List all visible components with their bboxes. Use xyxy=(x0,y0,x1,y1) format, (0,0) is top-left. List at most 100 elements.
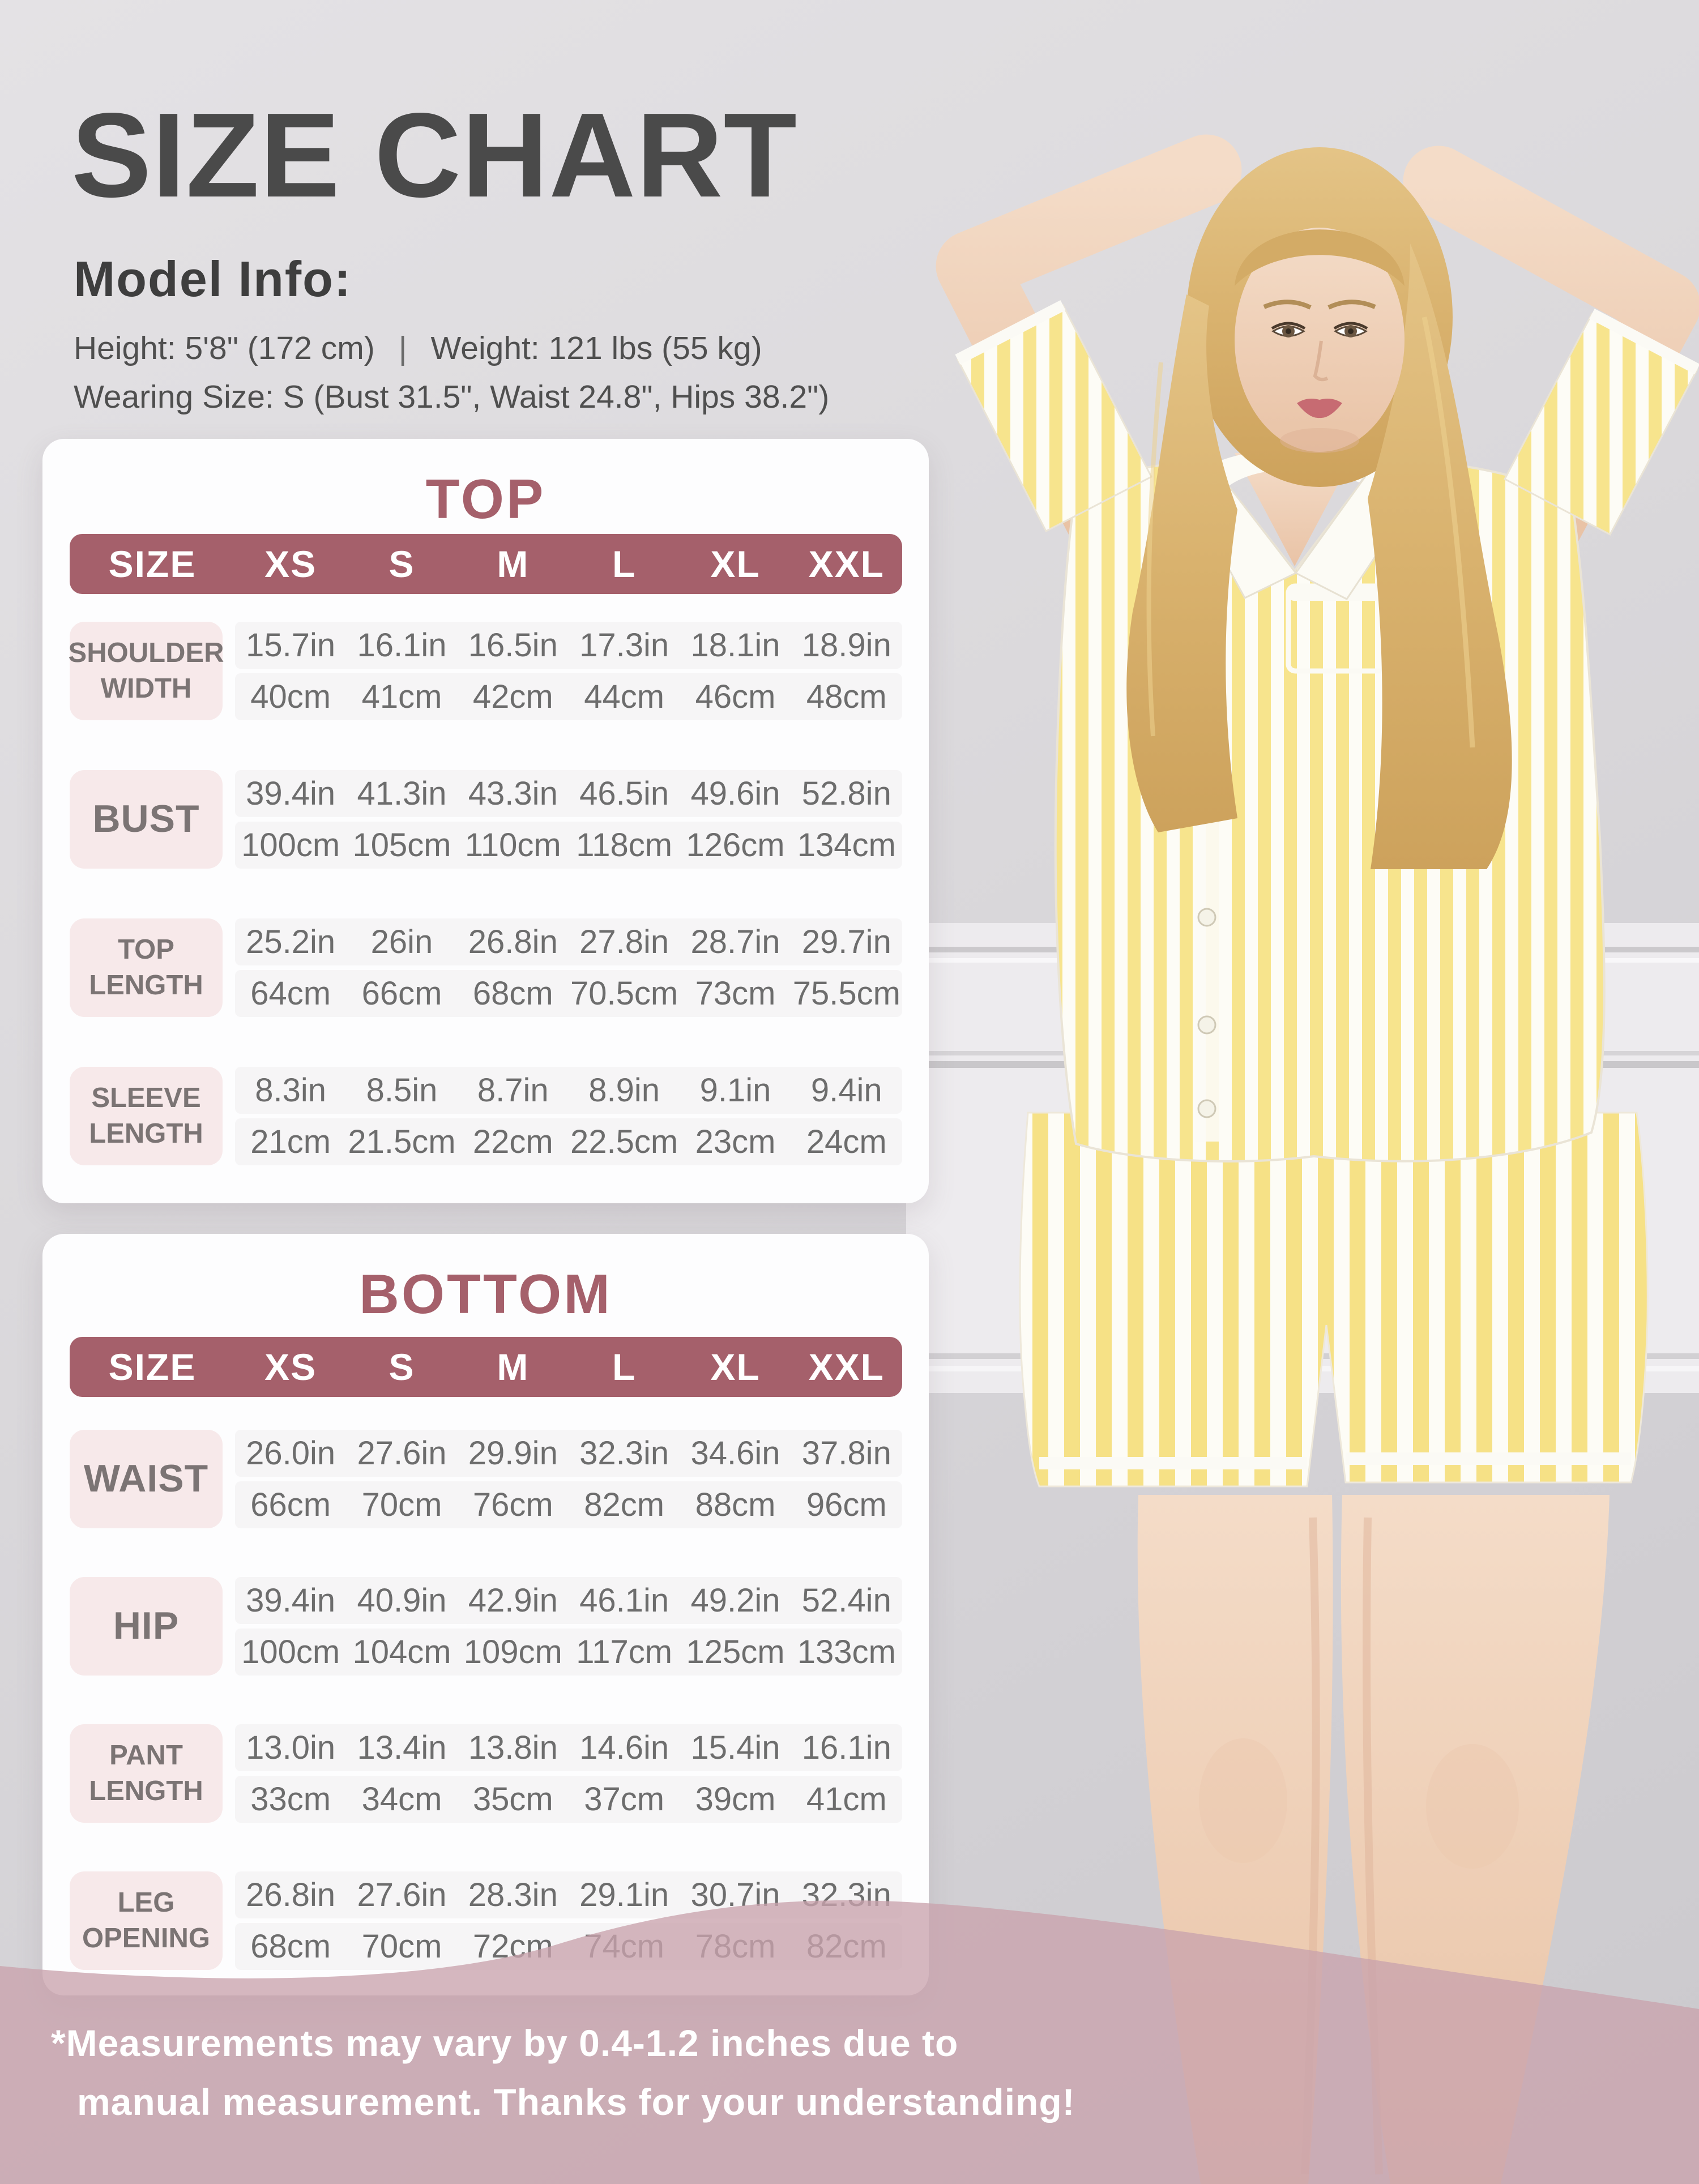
value-cell: 28.3in xyxy=(468,1877,558,1913)
value-cell: 40cm xyxy=(250,678,331,715)
value-cell: 8.9in xyxy=(588,1072,660,1109)
value-cell: 28.7in xyxy=(690,924,780,960)
bottom_table-header-size: SIZE xyxy=(108,1346,197,1388)
value-cell: 15.7in xyxy=(246,627,336,664)
row-label: TOP LENGTH xyxy=(70,918,223,1017)
bottom_table-header-xs: XS xyxy=(264,1346,317,1388)
row-label: LEG OPENING xyxy=(70,1871,223,1970)
page-title: SIZE CHART xyxy=(71,88,797,222)
values-cm-row: 33cm 34cm 35cm 37cm 39cm 41cm xyxy=(235,1776,902,1823)
value-cell: 8.7in xyxy=(477,1072,549,1109)
values-in-row: 26.8in 27.6in 28.3in 29.1in 30.7in 32.3in xyxy=(235,1871,902,1918)
value-cell: 125cm xyxy=(686,1634,785,1670)
value-cell: 66cm xyxy=(361,975,442,1012)
value-cell: 26in xyxy=(370,924,433,960)
value-cell: 18.9in xyxy=(801,627,891,664)
value-cell: 68cm xyxy=(250,1928,331,1965)
bottom_table-header-m: M xyxy=(497,1346,530,1388)
value-cell: 9.4in xyxy=(810,1072,882,1109)
row-label: PANT LENGTH xyxy=(70,1724,223,1823)
values-in-row: 39.4in 40.9in 42.9in 46.1in 49.2in 52.4in xyxy=(235,1577,902,1624)
value-cell: 100cm xyxy=(241,827,340,864)
disclaimer-line-1: *Measurements may vary by 0.4-1.2 inches… xyxy=(51,2022,959,2064)
value-cell: 17.3in xyxy=(579,627,669,664)
value-cell: 52.4in xyxy=(801,1582,891,1619)
value-cell: 8.3in xyxy=(255,1072,327,1109)
value-cell: 49.6in xyxy=(690,775,780,812)
value-cell: 26.8in xyxy=(468,924,558,960)
value-cell: 9.1in xyxy=(699,1072,771,1109)
value-cell: 70.5cm xyxy=(570,975,678,1012)
value-cell: 46.1in xyxy=(579,1582,669,1619)
value-cell: 23cm xyxy=(695,1123,776,1160)
values-in-row: 15.7in 16.1in 16.5in 17.3in 18.1in 18.9in xyxy=(235,622,902,669)
value-cell: 32.3in xyxy=(801,1877,891,1913)
top_table-header-size: SIZE xyxy=(108,543,197,585)
measurement-disclaimer: *Measurements may vary by 0.4-1.2 inches… xyxy=(51,2014,1075,2132)
model-info-line-1: Height: 5'8" (172 cm) | Weight: 121 lbs … xyxy=(74,330,762,367)
value-cell: 76cm xyxy=(472,1486,553,1523)
bottom-table-title: BOTTOM xyxy=(359,1263,612,1325)
value-cell: 78cm xyxy=(695,1928,776,1965)
value-cell: 13.0in xyxy=(246,1729,336,1766)
value-cell: 21cm xyxy=(250,1123,331,1160)
value-cell: 14.6in xyxy=(579,1729,669,1766)
top-table-title: TOP xyxy=(425,468,546,530)
value-cell: 104cm xyxy=(352,1634,451,1670)
value-cell: 27.8in xyxy=(579,924,669,960)
value-cell: 44cm xyxy=(584,678,665,715)
bottom_table-header-l: L xyxy=(612,1346,637,1388)
top_table-row-shoulder-width: SHOULDER WIDTH 15.7in 16.1in 16.5in 17.3in 18… xyxy=(69,622,902,720)
values-cm-row: 21cm 21.5cm 22cm 22.5cm 23cm 24cm xyxy=(235,1118,902,1165)
value-cell: 66cm xyxy=(250,1486,331,1523)
value-cell: 24cm xyxy=(806,1123,887,1160)
value-cell: 82cm xyxy=(584,1486,665,1523)
value-cell: 96cm xyxy=(806,1486,887,1523)
value-cell: 100cm xyxy=(241,1634,340,1670)
row-label: WAIST xyxy=(70,1430,223,1528)
bottom_table-header-xxl: XXL xyxy=(808,1346,885,1388)
value-cell: 41cm xyxy=(361,678,442,715)
value-cell: 41.3in xyxy=(357,775,447,812)
values-cm-row: 40cm 41cm 42cm 44cm 46cm 48cm xyxy=(235,673,902,720)
bottom_table-row-pant-length: PANT LENGTH 13.0in 13.4in 13.8in 14.6in 15.4i… xyxy=(70,1724,902,1823)
value-cell: 34cm xyxy=(361,1781,442,1818)
top_table-row-bust: BUST 39.4in 41.3in 43.3in 46.5in 49.6in 52.8in… xyxy=(70,770,902,869)
value-cell: 126cm xyxy=(686,827,785,864)
value-cell: 88cm xyxy=(695,1486,776,1523)
values-in-row: 8.3in 8.5in 8.7in 8.9in 9.1in 9.4in xyxy=(235,1067,902,1114)
value-cell: 22.5cm xyxy=(570,1123,678,1160)
value-cell: 40.9in xyxy=(357,1582,447,1619)
value-cell: 75.5cm xyxy=(792,975,900,1012)
value-cell: 39.4in xyxy=(246,1582,336,1619)
top_table-row-top-length: TOP LENGTH 25.2in 26in 26.8in 27.8in 28.7in 29… xyxy=(70,918,902,1017)
bottom_table-header-xl: XL xyxy=(710,1346,761,1388)
bottom_table-row-leg-opening: LEG OPENING 26.8in 27.6in 28.3in 29.1in 30.7i… xyxy=(70,1871,902,1970)
value-cell: 42cm xyxy=(472,678,553,715)
value-cell: 39cm xyxy=(695,1781,776,1818)
value-cell: 27.6in xyxy=(357,1435,447,1472)
value-cell: 49.2in xyxy=(690,1582,780,1619)
value-cell: 37.8in xyxy=(801,1435,891,1472)
value-cell: 72cm xyxy=(472,1928,553,1965)
value-cell: 29.7in xyxy=(801,924,891,960)
value-cell: 43.3in xyxy=(468,775,558,812)
value-cell: 34.6in xyxy=(690,1435,780,1472)
value-cell: 15.4in xyxy=(690,1729,780,1766)
top_table-header-xl: XL xyxy=(710,543,761,585)
model-wearing-size: Wearing Size: S (Bust 31.5", Waist 24.8"… xyxy=(74,379,830,415)
values-cm-row: 68cm 70cm 72cm 74cm 78cm 82cm xyxy=(235,1923,902,1970)
disclaimer-line-2: manual measurement. Thanks for your unde… xyxy=(77,2081,1075,2123)
top_table-row-sleeve-length: SLEEVE LENGTH 8.3in 8.5in 8.7in 8.9in 9.1in 9.… xyxy=(70,1067,902,1165)
value-cell: 68cm xyxy=(472,975,553,1012)
top-table-size-header-row: SIZE XS S M L XL XXL xyxy=(70,534,902,594)
value-cell: 25.2in xyxy=(246,924,336,960)
value-cell: 110cm xyxy=(464,827,561,864)
value-cell: 35cm xyxy=(472,1781,553,1818)
value-cell: 48cm xyxy=(806,678,887,715)
value-cell: 52.8in xyxy=(801,775,891,812)
model-info-line-2: Wearing Size: S (Bust 31.5", Waist 24.8"… xyxy=(74,378,829,416)
bottom_table-header-s: S xyxy=(389,1346,415,1388)
value-cell: 16.5in xyxy=(468,627,558,664)
